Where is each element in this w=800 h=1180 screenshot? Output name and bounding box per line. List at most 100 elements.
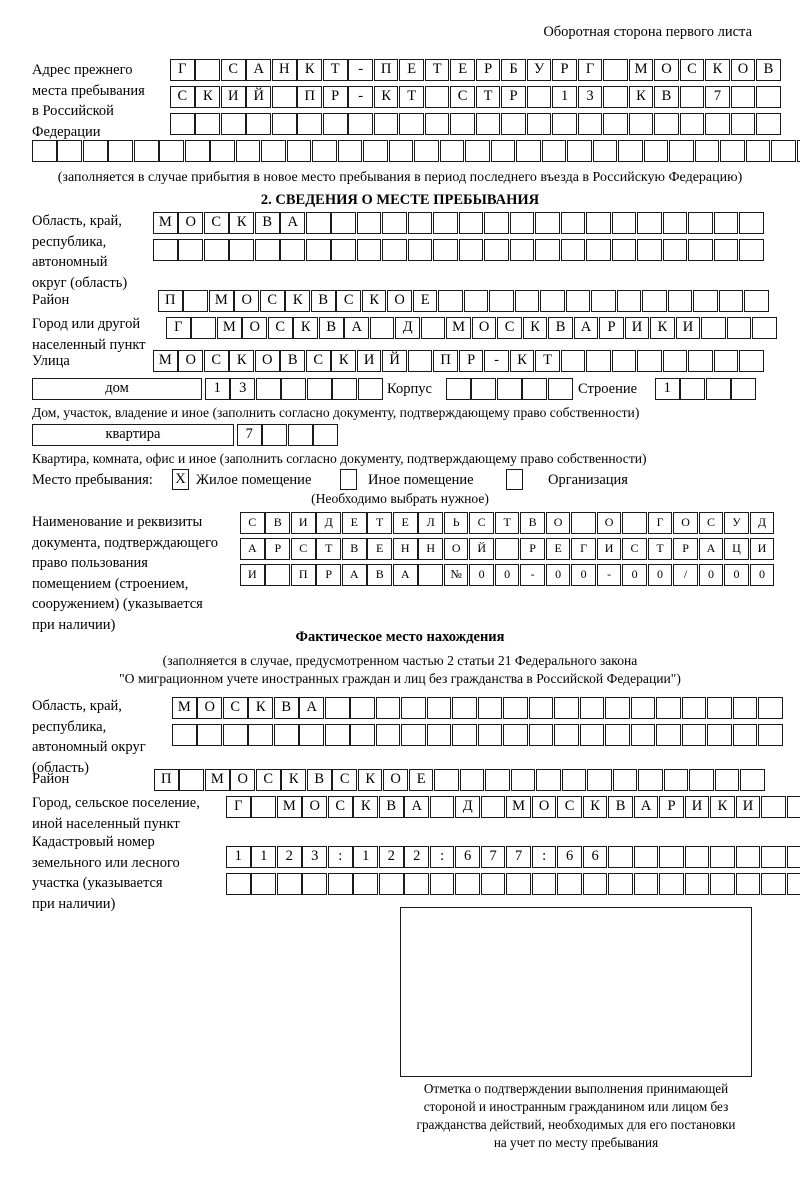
char-cell[interactable]: 3 (302, 846, 328, 868)
char-cell[interactable]: С (222, 697, 248, 719)
char-cell[interactable] (735, 846, 761, 868)
char-cell[interactable] (184, 140, 210, 162)
char-cell[interactable] (710, 846, 735, 868)
char-cell[interactable] (356, 239, 382, 261)
char-cell[interactable] (526, 113, 552, 135)
char-cell[interactable] (503, 724, 528, 746)
char-cell[interactable] (254, 239, 280, 261)
char-cell[interactable] (552, 113, 577, 135)
char-cell[interactable] (689, 769, 714, 791)
char-cell[interactable] (510, 769, 536, 791)
char-cell[interactable] (438, 290, 463, 312)
char-cell[interactable]: - (484, 350, 509, 372)
char-cell[interactable] (471, 378, 497, 400)
char-cell[interactable] (324, 697, 350, 719)
char-cell[interactable] (424, 86, 450, 108)
char-cell[interactable] (458, 239, 484, 261)
char-cell[interactable] (348, 113, 373, 135)
char-cell[interactable]: - (348, 59, 373, 81)
actual-region-row-2[interactable] (172, 724, 784, 746)
char-cell[interactable] (369, 317, 395, 339)
char-cell[interactable] (305, 239, 331, 261)
char-cell[interactable] (477, 697, 503, 719)
char-cell[interactable] (261, 140, 286, 162)
char-cell[interactable] (485, 769, 510, 791)
char-cell[interactable]: С (450, 86, 475, 108)
char-cell[interactable] (286, 140, 312, 162)
char-cell[interactable] (731, 378, 757, 400)
char-cell[interactable]: В (310, 290, 336, 312)
char-cell[interactable] (433, 239, 458, 261)
char-cell[interactable] (611, 212, 637, 234)
char-cell[interactable] (313, 424, 339, 446)
char-cell[interactable]: Т (367, 512, 393, 534)
char-cell[interactable] (388, 140, 414, 162)
char-cell[interactable] (382, 239, 407, 261)
char-cell[interactable] (407, 239, 433, 261)
char-cell[interactable]: К (628, 86, 654, 108)
char-cell[interactable] (501, 113, 526, 135)
char-cell[interactable] (637, 239, 662, 261)
char-cell[interactable]: 1 (205, 378, 230, 400)
char-cell[interactable]: О (254, 350, 280, 372)
char-cell[interactable] (429, 796, 455, 818)
char-cell[interactable]: 2 (276, 846, 302, 868)
char-cell[interactable] (637, 350, 662, 372)
char-cell[interactable] (191, 317, 217, 339)
char-cell[interactable]: О (596, 512, 622, 534)
char-cell[interactable]: О (471, 317, 497, 339)
char-cell[interactable] (612, 769, 638, 791)
char-cell[interactable]: А (280, 212, 306, 234)
char-cell[interactable] (656, 697, 681, 719)
char-cell[interactable]: С (497, 317, 522, 339)
char-cell[interactable] (713, 239, 739, 261)
char-cell[interactable]: В (341, 538, 367, 560)
char-cell[interactable]: В (306, 769, 332, 791)
char-cell[interactable]: Й (246, 86, 272, 108)
char-cell[interactable] (554, 724, 579, 746)
flat-number-boxes[interactable]: 7 (237, 424, 339, 446)
char-cell[interactable]: А (633, 796, 659, 818)
char-cell[interactable] (739, 350, 764, 372)
char-cell[interactable]: И (684, 796, 710, 818)
char-cell[interactable] (713, 212, 739, 234)
char-cell[interactable]: Н (392, 538, 418, 560)
char-cell[interactable]: Д (749, 512, 775, 534)
char-cell[interactable] (586, 212, 611, 234)
char-cell[interactable] (324, 724, 350, 746)
char-cell[interactable]: С (557, 796, 582, 818)
char-cell[interactable] (108, 140, 134, 162)
char-cell[interactable] (280, 239, 306, 261)
char-cell[interactable]: С (327, 796, 353, 818)
char-cell[interactable]: - (520, 564, 545, 586)
char-cell[interactable] (684, 873, 710, 895)
char-cell[interactable] (633, 873, 659, 895)
char-cell[interactable] (707, 697, 732, 719)
char-cell[interactable]: В (280, 350, 306, 372)
char-cell[interactable] (586, 239, 611, 261)
char-cell[interactable]: П (373, 59, 399, 81)
char-cell[interactable]: 1 (655, 378, 680, 400)
char-cell[interactable]: 0 (494, 564, 520, 586)
char-cell[interactable]: С (240, 512, 265, 534)
char-cell[interactable] (522, 378, 548, 400)
char-cell[interactable] (582, 873, 608, 895)
char-cell[interactable] (710, 873, 735, 895)
char-cell[interactable]: И (220, 86, 246, 108)
char-cell[interactable]: И (675, 317, 701, 339)
char-cell[interactable] (732, 697, 758, 719)
char-cell[interactable] (251, 796, 277, 818)
char-cell[interactable] (506, 873, 531, 895)
char-cell[interactable] (603, 113, 628, 135)
char-cell[interactable]: Н (271, 59, 297, 81)
char-cell[interactable] (265, 564, 291, 586)
char-cell[interactable] (592, 140, 618, 162)
char-cell[interactable]: П (158, 290, 183, 312)
char-cell[interactable] (273, 724, 299, 746)
char-cell[interactable]: Т (316, 538, 342, 560)
char-cell[interactable] (688, 239, 713, 261)
char-cell[interactable] (407, 212, 433, 234)
char-cell[interactable]: № (443, 564, 469, 586)
char-cell[interactable]: С (203, 212, 229, 234)
